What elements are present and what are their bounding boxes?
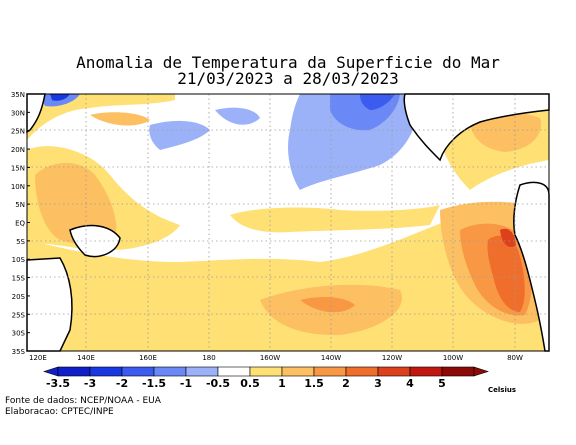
legend-swatch bbox=[121, 366, 155, 377]
legend-swatch bbox=[345, 366, 379, 377]
legend-swatch bbox=[249, 366, 283, 377]
legend-swatch bbox=[153, 366, 187, 377]
legend-label: 5 bbox=[438, 377, 446, 390]
legend-arrow-high bbox=[473, 366, 489, 377]
legend-unit: Celsius bbox=[488, 386, 516, 394]
legend-label: 2 bbox=[342, 377, 350, 390]
longitude-axis: 120E 140E 160E 180 160W 140W 120W 100W 80W bbox=[29, 354, 523, 362]
anomaly-field bbox=[27, 94, 549, 351]
lat-tick-label: 25N bbox=[11, 128, 25, 136]
legend-label: 3 bbox=[374, 377, 382, 390]
lat-tick-label: 20N bbox=[11, 146, 25, 154]
legend-swatch bbox=[57, 366, 91, 377]
legend-label: -3 bbox=[84, 377, 96, 390]
legend-swatch bbox=[313, 366, 347, 377]
lat-tick-label: 10S bbox=[12, 256, 26, 264]
coastlines bbox=[26, 93, 550, 352]
lat-tick-label: 35S bbox=[12, 348, 26, 356]
lon-tick-label: 80W bbox=[507, 354, 523, 362]
lon-tick-label: 180 bbox=[202, 354, 215, 362]
legend-label: 1.5 bbox=[304, 377, 324, 390]
lon-tick-label: 120E bbox=[29, 354, 47, 362]
lon-tick-label: 160W bbox=[260, 354, 280, 362]
legend-swatch bbox=[185, 366, 219, 377]
author-credit: Elaboracao: CPTEC/INPE bbox=[5, 407, 114, 417]
lat-tick-label: EQ bbox=[15, 220, 25, 228]
legend-swatch bbox=[217, 366, 251, 377]
color-legend: -3.5 -3 -2 -1.5 -1 -0.5 0.5 1 1.5 2 3 4 5 Celsius bbox=[43, 366, 516, 394]
lon-tick-label: 140E bbox=[77, 354, 95, 362]
lon-tick-label: 160E bbox=[139, 354, 157, 362]
legend-label: -1 bbox=[180, 377, 192, 390]
lon-tick-label: 140W bbox=[321, 354, 341, 362]
lon-tick-label: 120W bbox=[382, 354, 402, 362]
data-source-credit: Fonte de dados: NCEP/NOAA - EUA bbox=[5, 396, 161, 406]
lat-tick-label: 20S bbox=[12, 293, 26, 301]
lat-tick-label: 10N bbox=[11, 183, 25, 191]
lat-tick-label: 30N bbox=[11, 109, 25, 117]
legend-swatch bbox=[89, 366, 123, 377]
lat-tick-label: 15N bbox=[11, 164, 25, 172]
lat-tick-label: 30S bbox=[12, 330, 26, 338]
legend-label: -3.5 bbox=[46, 377, 70, 390]
lat-tick-label: 15S bbox=[12, 275, 26, 283]
lat-tick-label: 35N bbox=[11, 91, 25, 99]
latitude-axis: 35N 30N 25N 20N 15N 10N 5N EQ 5S 10S 15S 20S 25S 30S 3… bbox=[11, 91, 30, 356]
map-title: Anomalia de Temperatura da Superficie do… bbox=[76, 53, 500, 72]
legend-label: -0.5 bbox=[206, 377, 230, 390]
graticule bbox=[27, 94, 549, 351]
legend-swatch bbox=[409, 366, 443, 377]
legend-label: -1.5 bbox=[142, 377, 166, 390]
legend-label: 4 bbox=[406, 377, 414, 390]
legend-swatch bbox=[377, 366, 411, 377]
lon-tick-label: 100W bbox=[443, 354, 463, 362]
legend-arrow-low bbox=[43, 366, 59, 377]
legend-label: 1 bbox=[278, 377, 286, 390]
lat-tick-label: 25S bbox=[12, 311, 26, 319]
map-date-range: 21/03/2023 a 28/03/2023 bbox=[177, 69, 399, 88]
legend-swatch bbox=[441, 366, 475, 377]
legend-label: -2 bbox=[116, 377, 128, 390]
lat-tick-label: 5S bbox=[16, 238, 25, 246]
lat-tick-label: 5N bbox=[15, 201, 25, 209]
legend-swatch bbox=[281, 366, 315, 377]
legend-label: 0.5 bbox=[240, 377, 260, 390]
